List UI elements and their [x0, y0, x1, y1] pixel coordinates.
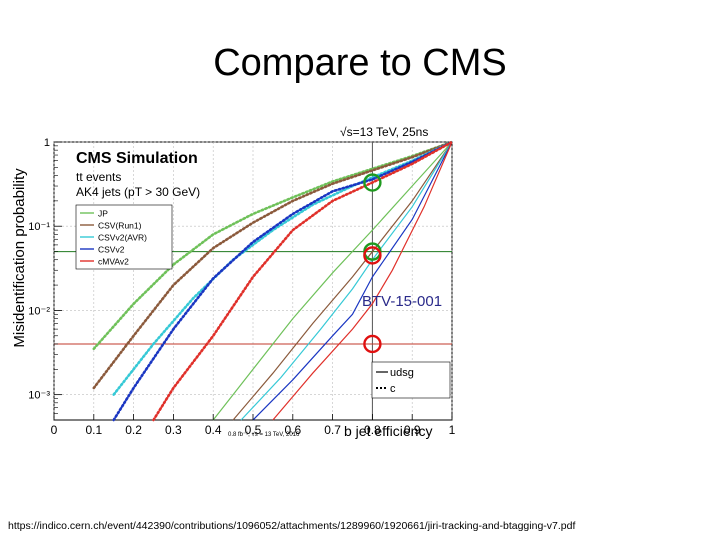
overlay-label: BTV-15-001 — [362, 293, 442, 310]
y-tick-label: 10⁻³ — [28, 390, 50, 402]
x-tick-label: 0.8 — [364, 423, 381, 437]
series-csvv2-udsg — [252, 141, 453, 421]
algorithm-legend: JP CSV(Run1) CSVv2(AVR) CSVv2 cMVAv2 — [75, 204, 173, 270]
x-tick-label: 0.2 — [125, 423, 142, 437]
series-csvv2-c — [112, 140, 454, 422]
series-jp-c — [92, 140, 454, 351]
series-cmvav2-udsg — [272, 141, 453, 421]
chart-subtitle-1: tt events — [76, 170, 121, 184]
x-tick-label: 0.4 — [205, 423, 222, 437]
efficiency-chart: 0 0.1 0.2 0.3 0.4 0.5 0.6 0.7 0.8 0.9 1 1 10⁻¹ 10⁻² 10… — [11, 125, 456, 439]
x-tick-label: 1 — [449, 423, 456, 437]
series-cmvav2-c — [152, 140, 454, 422]
highlight-circle — [363, 173, 382, 192]
energy-label: √s=13 TeV, 25ns — [340, 125, 428, 139]
series-csv-run1--c — [92, 140, 454, 390]
y-tick-label: 1 — [44, 137, 50, 149]
x-axis-label: b jet efficiency — [344, 423, 432, 439]
legend-label: cMVAv2 — [98, 257, 129, 267]
series-jp-udsg — [212, 141, 453, 421]
chart-subtitle-2: AK4 jets (pT > 30 GeV) — [76, 185, 200, 199]
marker-layer — [363, 173, 382, 354]
x-tick-label: 0.5 — [245, 423, 262, 437]
legend-label: JP — [98, 209, 108, 219]
slide-title: Compare to CMS — [213, 42, 507, 84]
footer-source-url[interactable]: https://indico.cern.ch/event/442390/cont… — [8, 520, 576, 532]
y-tick-label: 10⁻² — [28, 305, 50, 317]
x-tick-label: 0.3 — [165, 423, 182, 437]
x-tick-label: 0.7 — [324, 423, 341, 437]
highlight-circle — [363, 246, 382, 265]
flavour-legend: udsg c — [371, 361, 451, 399]
flavour-legend-box — [371, 361, 451, 399]
series-layer — [92, 140, 454, 422]
series-csv-run1--udsg — [232, 141, 453, 421]
x-tick-label: 0 — [51, 423, 58, 437]
legend-label: CSVv2 — [98, 245, 125, 255]
flavour-legend-c: c — [390, 383, 396, 395]
legend-label: CSV(Run1) — [98, 221, 142, 231]
legend-label: CSVv2(AVR) — [98, 233, 147, 243]
x-tick-label: 0.1 — [85, 423, 102, 437]
tick-layer: 0 0.1 0.2 0.3 0.4 0.5 0.6 0.7 0.8 0.9 1 1 10⁻¹ 10⁻² 10… — [28, 137, 455, 437]
series-csvv2-avr--c — [112, 140, 454, 396]
lumi-label: 0.8 fb⁻¹, √s = 13 TeV, 2016 — [228, 431, 300, 438]
series-csvv2-avr--udsg — [240, 141, 453, 421]
y-tick-label: 10⁻¹ — [28, 221, 50, 233]
chart-title: CMS Simulation — [76, 150, 198, 167]
y-axis-label: Misidentification probability — [11, 168, 28, 348]
flavour-legend-udsg: udsg — [390, 367, 414, 379]
highlight-circle — [363, 334, 382, 354]
x-tick-label: 0.6 — [284, 423, 301, 437]
x-tick-label: 0.9 — [404, 423, 421, 437]
